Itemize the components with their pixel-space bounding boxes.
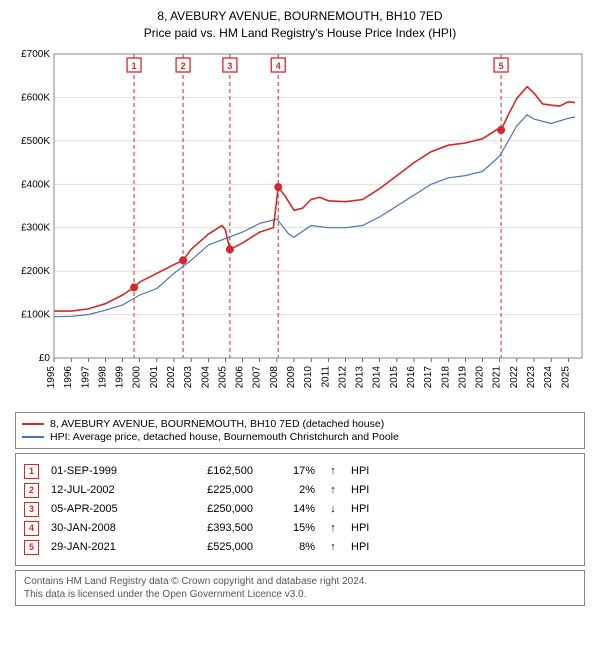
legend-label-blue: HPI: Average price, detached house, Bour… (50, 431, 399, 443)
svg-text:£400K: £400K (21, 179, 50, 190)
transaction-marker: 5 (24, 540, 39, 555)
transaction-vs: HPI (351, 522, 381, 534)
transaction-pct: 2% (265, 484, 315, 496)
svg-text:£600K: £600K (21, 92, 50, 103)
transaction-price: £162,500 (173, 465, 253, 477)
legend-row-blue: HPI: Average price, detached house, Bour… (22, 431, 578, 443)
transaction-marker: 2 (24, 483, 39, 498)
transaction-vs: HPI (351, 541, 381, 553)
svg-text:2015: 2015 (389, 365, 400, 388)
title-line-1: 8, AVEBURY AVENUE, BOURNEMOUTH, BH10 7ED (8, 8, 592, 25)
transaction-price: £525,000 (173, 541, 253, 553)
title-block: 8, AVEBURY AVENUE, BOURNEMOUTH, BH10 7ED… (8, 8, 592, 42)
legend-label-red: 8, AVEBURY AVENUE, BOURNEMOUTH, BH10 7ED… (50, 418, 384, 430)
svg-text:2007: 2007 (252, 365, 263, 388)
svg-text:2001: 2001 (149, 365, 160, 388)
transaction-pct: 8% (265, 541, 315, 553)
transaction-date: 29-JAN-2021 (51, 541, 161, 553)
svg-text:£700K: £700K (21, 49, 50, 60)
svg-text:2000: 2000 (132, 365, 143, 388)
arrow-icon: ↓ (327, 503, 339, 515)
legend-row-red: 8, AVEBURY AVENUE, BOURNEMOUTH, BH10 7ED… (22, 418, 578, 430)
transaction-date: 01-SEP-1999 (51, 465, 161, 477)
svg-text:£0: £0 (39, 353, 51, 364)
transaction-row: 5 29-JAN-2021 £525,000 8% ↑ HPI (24, 540, 576, 555)
footer-line-1: Contains HM Land Registry data © Crown c… (24, 575, 576, 588)
arrow-icon: ↑ (327, 465, 339, 477)
svg-text:1: 1 (132, 61, 137, 71)
svg-text:3: 3 (227, 61, 232, 71)
svg-text:1996: 1996 (63, 365, 74, 388)
transaction-price: £225,000 (173, 484, 253, 496)
svg-text:2004: 2004 (200, 365, 211, 388)
transaction-marker: 4 (24, 521, 39, 536)
svg-text:2008: 2008 (269, 365, 280, 388)
svg-text:2005: 2005 (217, 365, 228, 388)
legend-swatch-blue (22, 436, 44, 438)
svg-text:£200K: £200K (21, 266, 50, 277)
svg-text:2024: 2024 (543, 365, 554, 388)
transaction-row: 3 05-APR-2005 £250,000 14% ↓ HPI (24, 502, 576, 517)
transaction-marker: 3 (24, 502, 39, 517)
footer-box: Contains HM Land Registry data © Crown c… (15, 570, 585, 606)
transaction-row: 4 30-JAN-2008 £393,500 15% ↑ HPI (24, 521, 576, 536)
svg-text:£500K: £500K (21, 135, 50, 146)
svg-text:2: 2 (181, 61, 186, 71)
transaction-vs: HPI (351, 465, 381, 477)
svg-text:2002: 2002 (166, 365, 177, 388)
svg-text:4: 4 (276, 61, 281, 71)
svg-text:2022: 2022 (509, 365, 520, 388)
svg-text:2021: 2021 (492, 365, 503, 388)
svg-text:2011: 2011 (320, 365, 331, 387)
svg-text:1995: 1995 (46, 365, 57, 388)
transaction-pct: 14% (265, 503, 315, 515)
arrow-icon: ↑ (327, 541, 339, 553)
transaction-row: 1 01-SEP-1999 £162,500 17% ↑ HPI (24, 464, 576, 479)
svg-text:2020: 2020 (475, 365, 486, 388)
title-line-2: Price paid vs. HM Land Registry's House … (8, 25, 592, 42)
svg-text:2017: 2017 (423, 365, 434, 388)
svg-text:2016: 2016 (406, 365, 417, 388)
transactions-table: 1 01-SEP-1999 £162,500 17% ↑ HPI 2 12-JUL-2002 £… (15, 453, 585, 566)
transaction-date: 05-APR-2005 (51, 503, 161, 515)
svg-text:2023: 2023 (526, 365, 537, 388)
transaction-price: £250,000 (173, 503, 253, 515)
price-chart: £0 £100K £200K £300K £400K £500K £600K £700K 199… (8, 48, 592, 408)
transaction-vs: HPI (351, 484, 381, 496)
svg-text:2012: 2012 (337, 365, 348, 388)
svg-text:2025: 2025 (560, 365, 571, 388)
svg-text:5: 5 (499, 61, 504, 71)
arrow-icon: ↑ (327, 484, 339, 496)
svg-text:2018: 2018 (440, 365, 451, 388)
transaction-pct: 15% (265, 522, 315, 534)
transaction-date: 30-JAN-2008 (51, 522, 161, 534)
svg-text:2006: 2006 (235, 365, 246, 388)
svg-text:2013: 2013 (355, 365, 366, 388)
arrow-icon: ↑ (327, 522, 339, 534)
svg-text:1997: 1997 (80, 365, 91, 388)
svg-text:2009: 2009 (286, 365, 297, 388)
footer-line-2: This data is licensed under the Open Gov… (24, 588, 576, 601)
transaction-marker: 1 (24, 464, 39, 479)
transaction-vs: HPI (351, 503, 381, 515)
svg-text:£100K: £100K (21, 309, 50, 320)
transaction-price: £393,500 (173, 522, 253, 534)
svg-text:2010: 2010 (303, 365, 314, 388)
svg-text:1999: 1999 (115, 365, 126, 388)
svg-text:2003: 2003 (183, 365, 194, 388)
svg-text:2014: 2014 (372, 365, 383, 388)
legend-swatch-red (22, 423, 44, 425)
transaction-pct: 17% (265, 465, 315, 477)
svg-text:1998: 1998 (97, 365, 108, 388)
svg-text:2019: 2019 (457, 365, 468, 388)
svg-text:£300K: £300K (21, 222, 50, 233)
transaction-date: 12-JUL-2002 (51, 484, 161, 496)
transaction-row: 2 12-JUL-2002 £225,000 2% ↑ HPI (24, 483, 576, 498)
legend-series-box: 8, AVEBURY AVENUE, BOURNEMOUTH, BH10 7ED… (15, 412, 585, 449)
